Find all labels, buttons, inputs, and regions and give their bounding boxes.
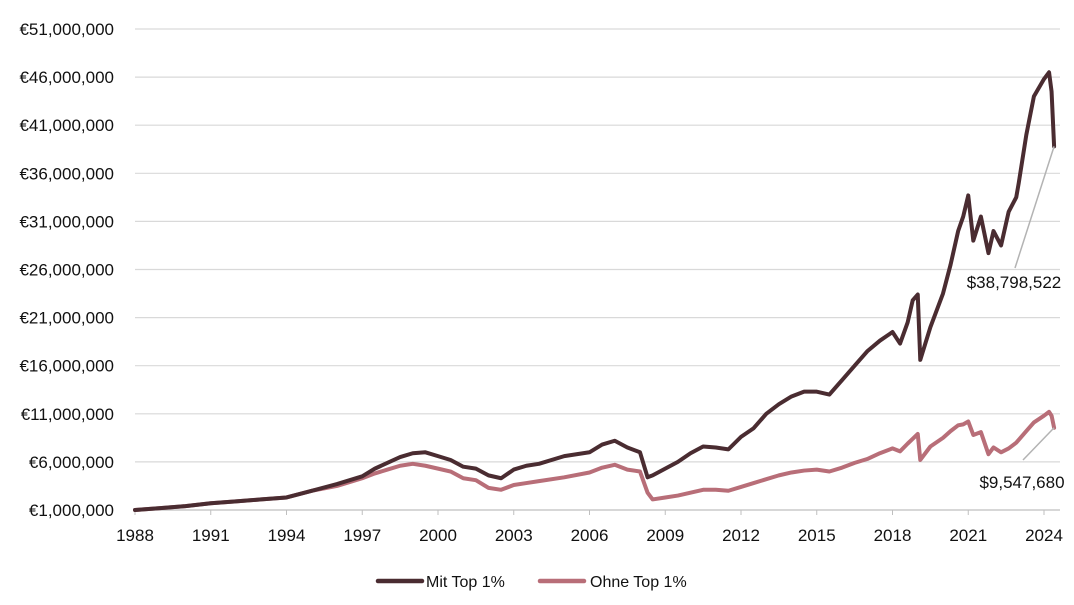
y-tick-label: €36,000,000 <box>19 164 114 183</box>
y-tick-label: €31,000,000 <box>19 212 114 231</box>
y-tick-label: €21,000,000 <box>19 309 114 328</box>
y-tick-label: €16,000,000 <box>19 357 114 376</box>
y-tick-label: €26,000,000 <box>19 261 114 280</box>
x-tick-label: 2009 <box>646 526 684 545</box>
annotation-label: $38,798,522 <box>967 273 1062 292</box>
axes: €1,000,000 €6,000,000 €11,000,000 €16,000,0… <box>19 20 1062 545</box>
annotation-leader-line <box>1014 146 1055 269</box>
series-lines <box>133 70 1057 512</box>
gridlines <box>135 28 1060 463</box>
x-tick-label: 2003 <box>495 526 533 545</box>
x-tick-label: 1988 <box>116 526 154 545</box>
series-line-ohne-top-1 <box>133 409 1057 512</box>
x-tick-label: 1997 <box>343 526 381 545</box>
legend-item: Mit Top 1% <box>375 574 505 591</box>
annotations: $38,798,522 $9,547,680 <box>967 146 1065 492</box>
x-tick-label: 2024 <box>1025 526 1063 545</box>
y-tick-label: €46,000,000 <box>19 68 114 87</box>
annotation-label: $9,547,680 <box>979 473 1064 492</box>
x-tick-label: 2000 <box>419 526 457 545</box>
annotation-leader-line <box>1022 427 1055 461</box>
y-tick-label: €1,000,000 <box>29 501 114 520</box>
y-tick-label: €41,000,000 <box>19 116 114 135</box>
y-tick-label: €6,000,000 <box>29 453 114 472</box>
x-tick-label: 2012 <box>722 526 760 545</box>
x-tick-label: 1994 <box>268 526 306 545</box>
legend-item: Ohne Top 1% <box>537 574 687 591</box>
legend: Mit Top 1% Ohne Top 1% <box>375 574 687 591</box>
legend-label: Mit Top 1% <box>426 574 505 591</box>
x-tick-label: 2018 <box>874 526 912 545</box>
x-tick-label: 1991 <box>192 526 230 545</box>
y-tick-label: €11,000,000 <box>21 405 114 424</box>
y-tick-label: €51,000,000 <box>19 20 114 39</box>
x-tick-label: 2015 <box>798 526 836 545</box>
legend-label: Ohne Top 1% <box>590 574 687 591</box>
x-tick-label: 2006 <box>571 526 609 545</box>
x-tick-label: 2021 <box>949 526 987 545</box>
series-line-mit-top-1 <box>133 70 1057 512</box>
